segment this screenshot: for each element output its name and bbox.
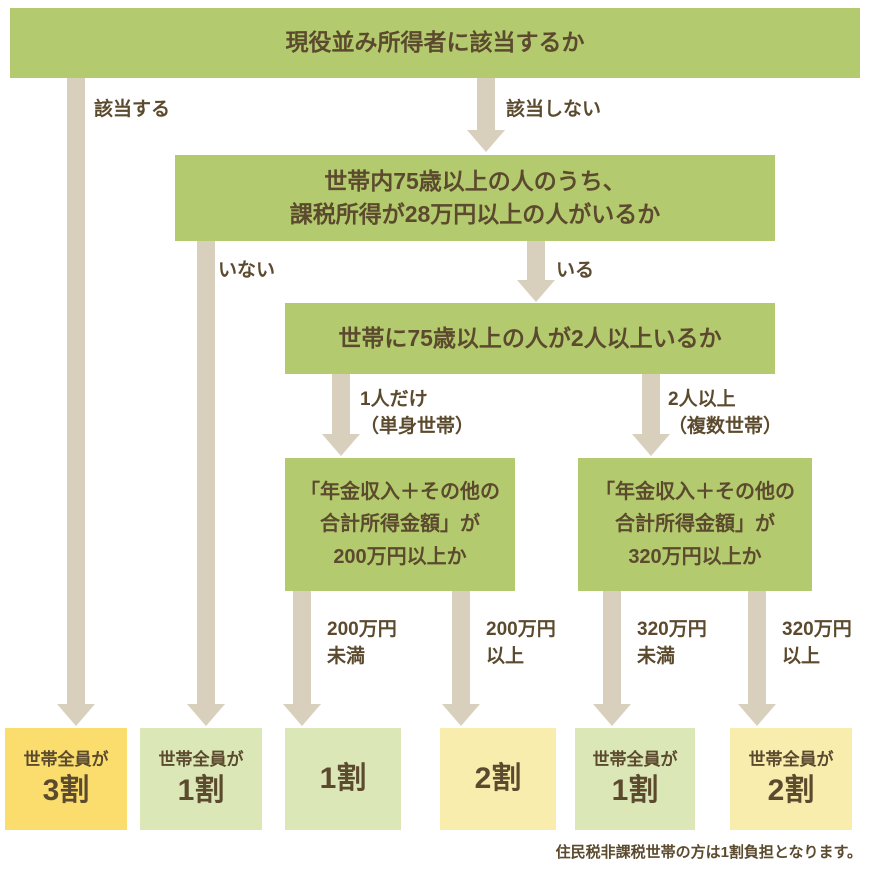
question-text-q3: 世帯に75歳以上の人が2人以上いるか xyxy=(338,324,722,351)
arrow-q4b-under320 xyxy=(593,591,631,726)
result-box-all-1wari: 世帯全員が 1割 xyxy=(140,728,262,830)
result-box-all-2wari: 世帯全員が 2割 xyxy=(730,728,852,830)
footnote-tax-exempt: 住民税非課税世帯の方は1割負担となります。 xyxy=(555,844,862,861)
arrow-q4a-over200 xyxy=(442,591,480,726)
result-rate: 2割 xyxy=(474,762,522,796)
arrow-q1-applies xyxy=(57,78,95,726)
result-rate: 1割 xyxy=(177,773,225,807)
edge-label-over320-line2: 以上 xyxy=(782,646,821,667)
arrow-head-icon xyxy=(283,704,321,726)
question-text-q1: 現役並み所得者に該当するか xyxy=(285,29,585,56)
arrow-head-icon xyxy=(517,280,555,302)
result-box-all-1wari-multi: 世帯全員が 1割 xyxy=(575,728,695,830)
arrow-shaft xyxy=(293,591,311,704)
arrow-shaft xyxy=(67,78,85,704)
edge-label-over200-line1: 200万円 xyxy=(486,619,556,640)
result-rate: 3割 xyxy=(42,773,90,807)
question-text-q4a: 「年金収入＋その他の 合計所得金額」が 200万円以上か xyxy=(300,476,500,573)
edge-label-under200-line1: 200万円 xyxy=(327,619,397,640)
arrow-q2-no xyxy=(187,241,225,726)
question-text-q2: 世帯内75歳以上の人のうち、 課税所得が28万円以上の人がいるか xyxy=(290,165,661,232)
question-box-two-or-more-members: 世帯に75歳以上の人が2人以上いるか xyxy=(285,303,775,374)
edge-label-not-applies: 該当しない xyxy=(506,99,602,120)
edge-label-multi-line2: （複数世帯） xyxy=(668,416,783,437)
edge-label-multi-line1: 2人以上 xyxy=(668,389,736,410)
edge-label-under320-line2: 未満 xyxy=(637,646,676,667)
question-text-q4a-line3: 200万円以上か xyxy=(333,545,467,568)
result-prefix: 世帯全員が xyxy=(592,749,678,769)
arrow-shaft xyxy=(603,591,621,704)
question-box-current-income-level: 現役並み所得者に該当するか xyxy=(10,8,860,78)
edge-label-multi: 2人以上 （複数世帯） xyxy=(668,386,782,440)
edge-label-under320-line1: 320万円 xyxy=(637,619,707,640)
result-rate: 2割 xyxy=(767,773,815,807)
edge-label-under320: 320万円 未満 xyxy=(637,616,707,670)
arrow-head-icon xyxy=(467,130,505,152)
question-text-q4b-line2: 合計所得金額」が xyxy=(615,513,775,536)
edge-label-over200-line2: 以上 xyxy=(486,646,525,667)
edge-label-single-line1: 1人だけ xyxy=(360,389,428,410)
arrow-shaft xyxy=(642,374,660,434)
result-prefix: 世帯全員が xyxy=(23,749,109,769)
arrow-head-icon xyxy=(187,704,225,726)
edge-label-single-line2: （単身世帯） xyxy=(360,416,475,437)
arrow-head-icon xyxy=(442,704,480,726)
arrow-shaft xyxy=(197,241,215,704)
arrow-shaft xyxy=(527,241,545,280)
result-box-2wari: 2割 xyxy=(440,728,556,830)
arrow-head-icon xyxy=(322,434,360,456)
edge-label-under200-line2: 未満 xyxy=(327,646,366,667)
result-box-all-3wari: 世帯全員が 3割 xyxy=(5,728,127,830)
result-box-1wari: 1割 xyxy=(285,728,401,830)
arrow-head-icon xyxy=(738,704,776,726)
edge-label-none: いない xyxy=(218,260,276,281)
arrow-q4a-under200 xyxy=(283,591,321,726)
question-text-q2-line2: 課税所得が28万円以上の人がいるか xyxy=(289,201,661,227)
arrow-shaft xyxy=(748,591,766,704)
arrow-head-icon xyxy=(632,434,670,456)
question-text-q4a-line1: 「年金収入＋その他の xyxy=(300,480,500,503)
arrow-q2-yes xyxy=(517,241,555,302)
arrow-q3-multi xyxy=(632,374,670,456)
question-box-income-200: 「年金収入＋その他の 合計所得金額」が 200万円以上か xyxy=(285,458,515,591)
question-text-q4a-line2: 合計所得金額」が xyxy=(320,513,480,536)
question-text-q4b-line1: 「年金収入＋その他の xyxy=(595,480,795,503)
result-prefix: 世帯全員が xyxy=(158,749,244,769)
question-text-q4b: 「年金収入＋その他の 合計所得金額」が 320万円以上か xyxy=(595,476,795,573)
edge-label-over320: 320万円 以上 xyxy=(782,616,852,670)
arrow-shaft xyxy=(452,591,470,704)
result-rate: 1割 xyxy=(611,773,659,807)
arrow-shaft xyxy=(477,78,495,130)
edge-label-over200: 200万円 以上 xyxy=(486,616,556,670)
arrow-q3-single xyxy=(322,374,360,456)
arrow-q1-not-applies xyxy=(467,78,505,152)
question-text-q2-line1: 世帯内75歳以上の人のうち、 xyxy=(324,167,626,194)
edge-label-single: 1人だけ （単身世帯） xyxy=(360,386,474,440)
arrow-head-icon xyxy=(593,704,631,726)
arrow-q4b-over320 xyxy=(738,591,776,726)
arrow-head-icon xyxy=(57,704,95,726)
result-prefix: 世帯全員が xyxy=(748,749,834,769)
question-text-q4b-line3: 320万円以上か xyxy=(628,545,762,568)
edge-label-under200: 200万円 未満 xyxy=(327,616,397,670)
arrow-shaft xyxy=(332,374,350,434)
edge-label-exists: いる xyxy=(556,260,595,281)
question-box-income-320: 「年金収入＋その他の 合計所得金額」が 320万円以上か xyxy=(578,458,812,591)
edge-label-applies: 該当する xyxy=(94,99,171,120)
result-rate: 1割 xyxy=(319,762,367,796)
question-box-taxable-income-28: 世帯内75歳以上の人のうち、 課税所得が28万円以上の人がいるか xyxy=(175,155,775,241)
edge-label-over320-line1: 320万円 xyxy=(782,619,852,640)
